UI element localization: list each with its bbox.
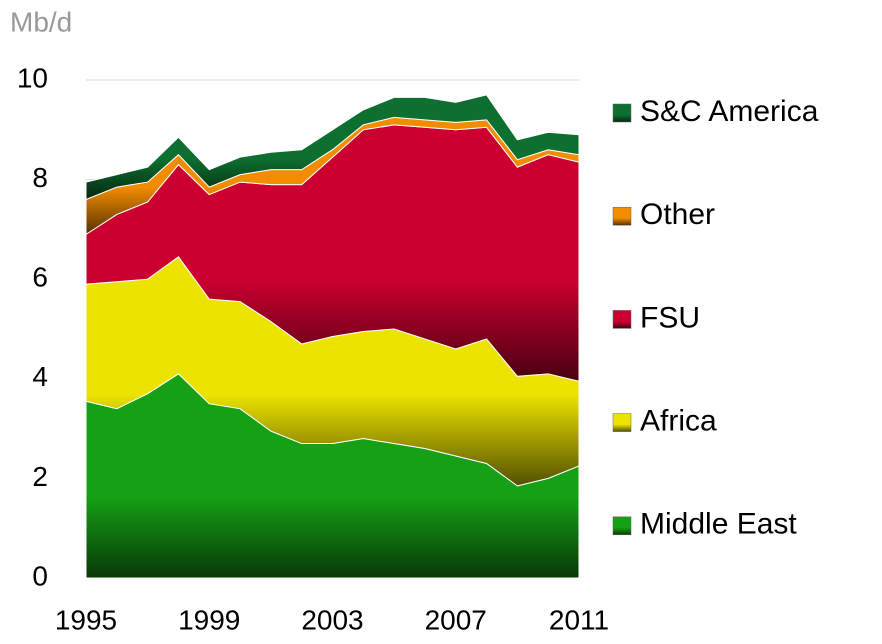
legend-swatch — [612, 310, 632, 329]
legend-label: Middle East — [640, 508, 797, 541]
y-axis-label: Mb/d — [10, 6, 72, 37]
y-tick-label: 2 — [32, 461, 48, 492]
legend-label: Africa — [640, 405, 717, 438]
legend-label: S&C America — [640, 95, 819, 128]
x-tick-label: 1999 — [178, 604, 240, 635]
legend-label: FSU — [640, 301, 700, 334]
y-tick-label: 0 — [32, 560, 48, 591]
legend-swatch — [612, 103, 632, 123]
legend-swatch — [612, 206, 632, 226]
x-tick-label: 1995 — [55, 604, 117, 635]
y-tick-label: 4 — [32, 361, 48, 392]
x-tick-label: 2007 — [425, 604, 487, 635]
area — [85, 94, 580, 201]
legend-swatch — [612, 413, 632, 432]
legend-label: Other — [640, 198, 715, 231]
legend-swatch — [612, 516, 632, 536]
x-tick-label: 2011 — [549, 604, 609, 635]
x-tick-label: 2003 — [301, 604, 363, 635]
y-tick-label: 10 — [17, 62, 48, 93]
y-tick-label: 6 — [32, 262, 48, 293]
y-tick-label: 8 — [32, 162, 48, 193]
